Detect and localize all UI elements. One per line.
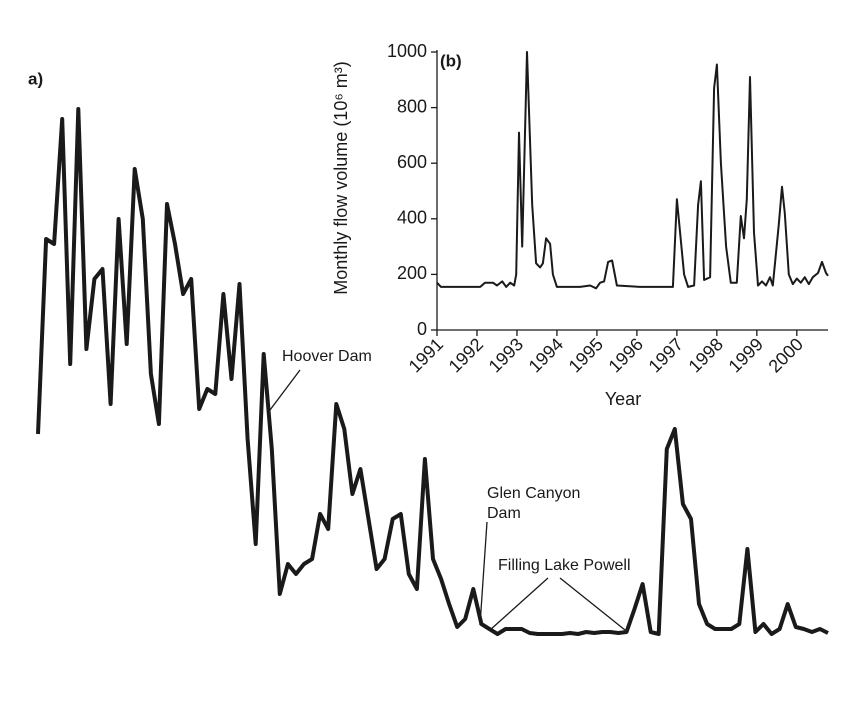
x-tick-label: 1994 (525, 334, 567, 376)
x-tick-label: 1999 (725, 334, 767, 376)
x-tick-label: 1992 (445, 334, 487, 376)
y-tick-label: 800 (397, 96, 427, 116)
y-tick-label: 400 (397, 208, 427, 228)
x-tick-label: 2000 (765, 334, 807, 376)
annotation: Dam (487, 505, 521, 522)
annotation: Filling Lake Powell (498, 557, 631, 574)
x-tick-label: 1991 (405, 334, 447, 376)
leader-line (269, 369, 301, 411)
x-tick-label: 1995 (565, 334, 607, 376)
panel-label: a) (28, 69, 43, 88)
y-tick-label: 200 (397, 263, 427, 283)
x-tick-label: 1996 (605, 334, 647, 376)
annotation: Hoover Dam (282, 348, 372, 365)
y-axis-label: Monthly flow volume (10⁶ m³) (331, 61, 351, 294)
x-tick-label: 1997 (645, 334, 687, 376)
leader-line (559, 577, 626, 631)
leader-line (479, 521, 488, 626)
x-axis-label: Year (605, 389, 641, 409)
leader-line (489, 577, 549, 631)
x-tick-label: 1993 (485, 334, 527, 376)
y-tick-label: 1000 (387, 41, 427, 61)
y-tick-label: 0 (417, 319, 427, 339)
flow-line (436, 51, 829, 290)
y-tick-label: 600 (397, 152, 427, 172)
flow-line (36, 107, 829, 636)
annotation-lines (269, 369, 626, 631)
annotation: Glen Canyon (487, 485, 580, 502)
panel-label: (b) (440, 51, 462, 70)
x-tick-label: 1998 (685, 334, 727, 376)
